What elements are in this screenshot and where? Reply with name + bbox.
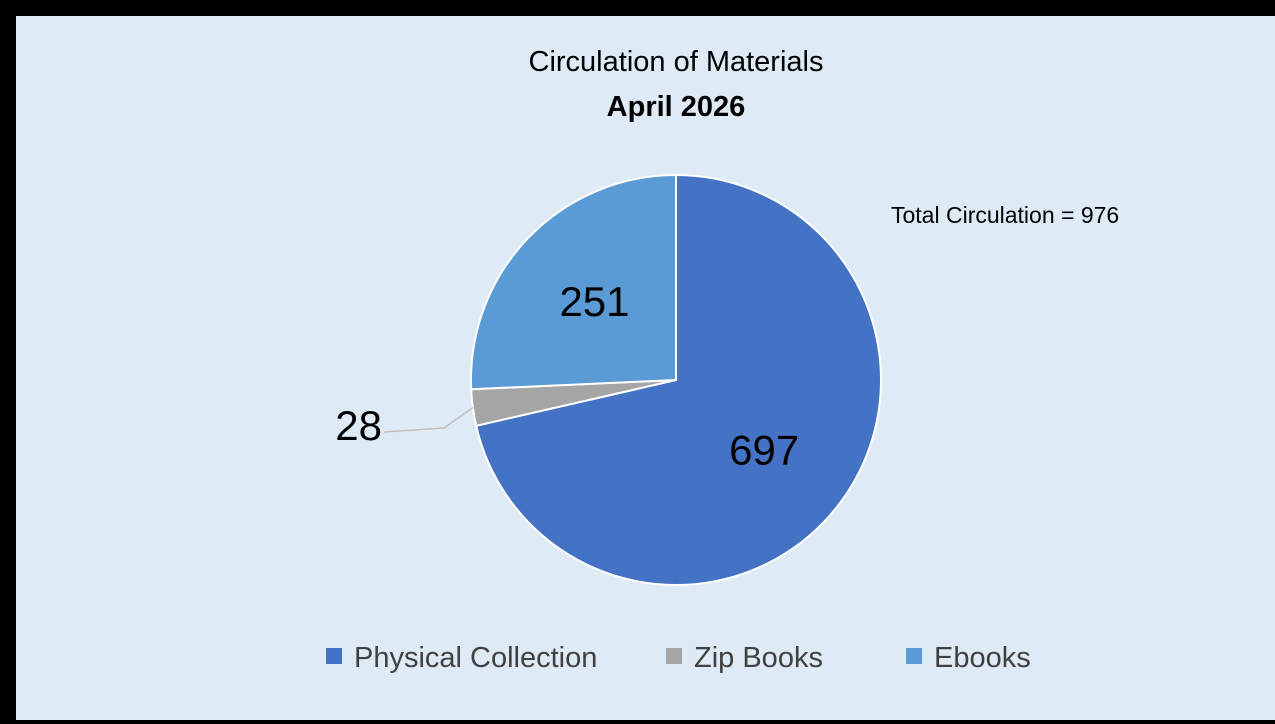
legend-item-ebooks: Ebooks	[906, 642, 1031, 674]
pie-chart: Circulation of Materials April 2026 Tota…	[326, 46, 1119, 674]
legend-label-physical-collection: Physical Collection	[354, 642, 597, 674]
legend-swatch-ebooks	[906, 648, 922, 664]
total-circulation-annotation: Total Circulation = 976	[891, 202, 1119, 228]
pie-slice-physical-collection	[474, 173, 882, 586]
leader-line-zip-books	[383, 407, 474, 433]
chart-title: Circulation of Materials	[529, 46, 824, 78]
legend-swatch-physical-collection	[326, 648, 342, 664]
legend-label-zip-books: Zip Books	[694, 642, 823, 674]
chart-subtitle: April 2026	[607, 91, 746, 123]
legend-item-physical-collection: Physical Collection	[326, 642, 597, 674]
data-label-physical-collection: 697	[729, 426, 799, 473]
data-label-zip-books: 28	[335, 402, 382, 449]
pie-slice-ebooks	[470, 173, 677, 391]
data-label-ebooks: 251	[559, 278, 629, 325]
pie-slices	[470, 173, 882, 586]
legend-swatch-zip-books	[666, 648, 682, 664]
legend-label-ebooks: Ebooks	[934, 642, 1031, 674]
legend-item-zip-books: Zip Books	[666, 642, 823, 674]
chart-legend: Physical Collection Zip Books Ebooks	[326, 642, 1031, 674]
chart-area: Circulation of Materials April 2026 Tota…	[16, 16, 1275, 720]
pie-data-labels: 697 28 251	[335, 278, 799, 473]
